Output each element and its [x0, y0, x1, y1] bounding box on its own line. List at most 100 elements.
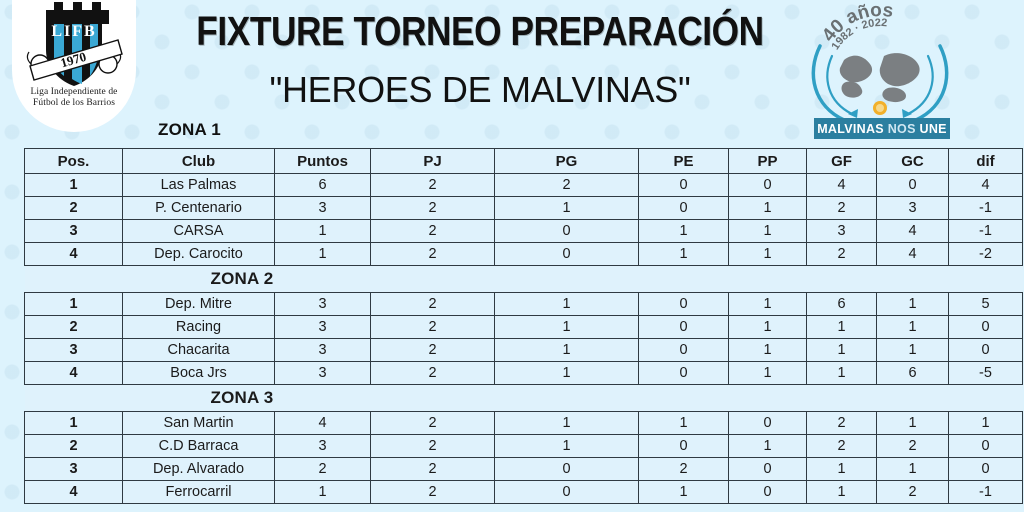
table-body: 1 Las Palmas 6 2 2 0 0 4 0 4 2 P. Centenario 3 2 1 0 1 2 3…	[24, 173, 1023, 504]
cell-dif: -2	[948, 242, 1023, 266]
cell-dif: -5	[948, 361, 1023, 385]
cell-pe: 1	[638, 219, 729, 243]
cell-pe: 0	[638, 196, 729, 220]
cell-gf: 4	[806, 173, 877, 197]
cell-pg: 1	[494, 315, 639, 339]
cell-dif: -1	[948, 196, 1023, 220]
cell-club: Las Palmas	[122, 173, 275, 197]
col-header-pj: PJ	[370, 148, 495, 174]
cell-pg: 1	[494, 196, 639, 220]
cell-pj: 2	[370, 411, 495, 435]
cell-puntos: 1	[274, 219, 371, 243]
col-header-pp: PP	[728, 148, 807, 174]
cell-dif: 1	[948, 411, 1023, 435]
cell-pe: 0	[638, 338, 729, 362]
cell-dif: 0	[948, 457, 1023, 481]
col-header-pos: Pos.	[24, 148, 123, 174]
cell-pj: 2	[370, 480, 495, 504]
page-title: FIXTURE TORNEO PREPARACIÓN	[196, 8, 764, 54]
cell-pp: 1	[728, 315, 807, 339]
table-row: 1 Dep. Mitre 3 2 1 0 1 6 1 5	[24, 292, 1023, 316]
cell-gf: 2	[806, 242, 877, 266]
col-header-dif: dif	[948, 148, 1023, 174]
cell-pe: 0	[638, 292, 729, 316]
cell-gc: 1	[876, 315, 949, 339]
table-row: 2 P. Centenario 3 2 1 0 1 2 3 -1	[24, 196, 1023, 220]
svg-text:LIFB: LIFB	[51, 23, 96, 40]
cell-dif: 5	[948, 292, 1023, 316]
cell-pos: 2	[24, 196, 123, 220]
cell-club: P. Centenario	[122, 196, 275, 220]
cell-dif: 0	[948, 338, 1023, 362]
cell-gf: 1	[806, 480, 877, 504]
cell-pj: 2	[370, 434, 495, 458]
table-row: 2 C.D Barraca 3 2 1 0 1 2 2 0	[24, 434, 1023, 458]
lifb-caption-line1: Liga Independiente de	[30, 87, 118, 97]
cell-puntos: 1	[274, 242, 371, 266]
cell-pos: 1	[24, 292, 123, 316]
cell-gc: 6	[876, 361, 949, 385]
col-header-pg: PG	[494, 148, 639, 174]
cell-dif: 0	[948, 315, 1023, 339]
lifb-logo: LIFB 1970 Liga Independiente de Fútbol d…	[12, 0, 136, 132]
cell-pe: 1	[638, 480, 729, 504]
cell-pe: 0	[638, 434, 729, 458]
cell-pj: 2	[370, 457, 495, 481]
lifb-year-text: 1970	[59, 49, 88, 71]
lifb-caption: Liga Independiente de Fútbol de los Barr…	[12, 87, 136, 109]
cell-puntos: 1	[274, 480, 371, 504]
zona-1-floating-label: ZONA 1	[158, 120, 221, 139]
cell-pe: 2	[638, 457, 729, 481]
cell-pg: 1	[494, 361, 639, 385]
cell-gc: 1	[876, 411, 949, 435]
cell-gf: 1	[806, 315, 877, 339]
cell-club: Dep. Mitre	[122, 292, 275, 316]
cell-gc: 2	[876, 434, 949, 458]
cell-gc: 0	[876, 173, 949, 197]
cell-pos: 2	[24, 315, 123, 339]
cell-pe: 0	[638, 173, 729, 197]
cell-pg: 1	[494, 338, 639, 362]
cell-gf: 6	[806, 292, 877, 316]
table-row: 2 Racing 3 2 1 0 1 1 1 0	[24, 315, 1023, 339]
cell-pos: 4	[24, 242, 123, 266]
cell-club: C.D Barraca	[122, 434, 275, 458]
cell-pg: 0	[494, 219, 639, 243]
cell-pp: 0	[728, 173, 807, 197]
cell-pe: 1	[638, 411, 729, 435]
cell-gf: 1	[806, 338, 877, 362]
cell-pp: 1	[728, 338, 807, 362]
cell-gf: 1	[806, 361, 877, 385]
cell-puntos: 3	[274, 338, 371, 362]
cell-gf: 3	[806, 219, 877, 243]
cell-puntos: 4	[274, 411, 371, 435]
cell-dif: 0	[948, 434, 1023, 458]
malvinas-banner: MALVINAS NOS UNE	[814, 118, 950, 139]
malvinas-emblem-icon: 40 años 1982 · 2022	[811, 0, 949, 122]
table-header: Pos. Club Puntos PJ PG PE PP GF GC dif	[24, 148, 1023, 174]
title-block: FIXTURE TORNEO PREPARACIÓN "HEROES DE MA…	[150, 8, 810, 111]
zone-separator-row: ZONA 2	[24, 265, 1023, 293]
cell-pj: 2	[370, 196, 495, 220]
table-row: 3 Dep. Alvarado 2 2 0 2 0 1 1 0	[24, 457, 1023, 481]
banner-strong-2: UNE	[919, 121, 947, 136]
cell-pos: 2	[24, 434, 123, 458]
cell-pp: 0	[728, 480, 807, 504]
page-subtitle: "HEROES DE MALVINAS"	[269, 69, 691, 110]
cell-pe: 0	[638, 361, 729, 385]
zone-label: ZONA 2	[24, 265, 1023, 293]
cell-pos: 3	[24, 457, 123, 481]
cell-pj: 2	[370, 361, 495, 385]
cell-pp: 1	[728, 196, 807, 220]
cell-puntos: 6	[274, 173, 371, 197]
cell-puntos: 3	[274, 361, 371, 385]
cell-pj: 2	[370, 173, 495, 197]
cell-pg: 1	[494, 434, 639, 458]
table-row: 1 Las Palmas 6 2 2 0 0 4 0 4	[24, 173, 1023, 197]
cell-gc: 4	[876, 242, 949, 266]
cell-puntos: 3	[274, 315, 371, 339]
table-row: 3 Chacarita 3 2 1 0 1 1 1 0	[24, 338, 1023, 362]
col-header-gf: GF	[806, 148, 877, 174]
table-row: 1 San Martin 4 2 1 1 0 2 1 1	[24, 411, 1023, 435]
cell-pg: 0	[494, 457, 639, 481]
